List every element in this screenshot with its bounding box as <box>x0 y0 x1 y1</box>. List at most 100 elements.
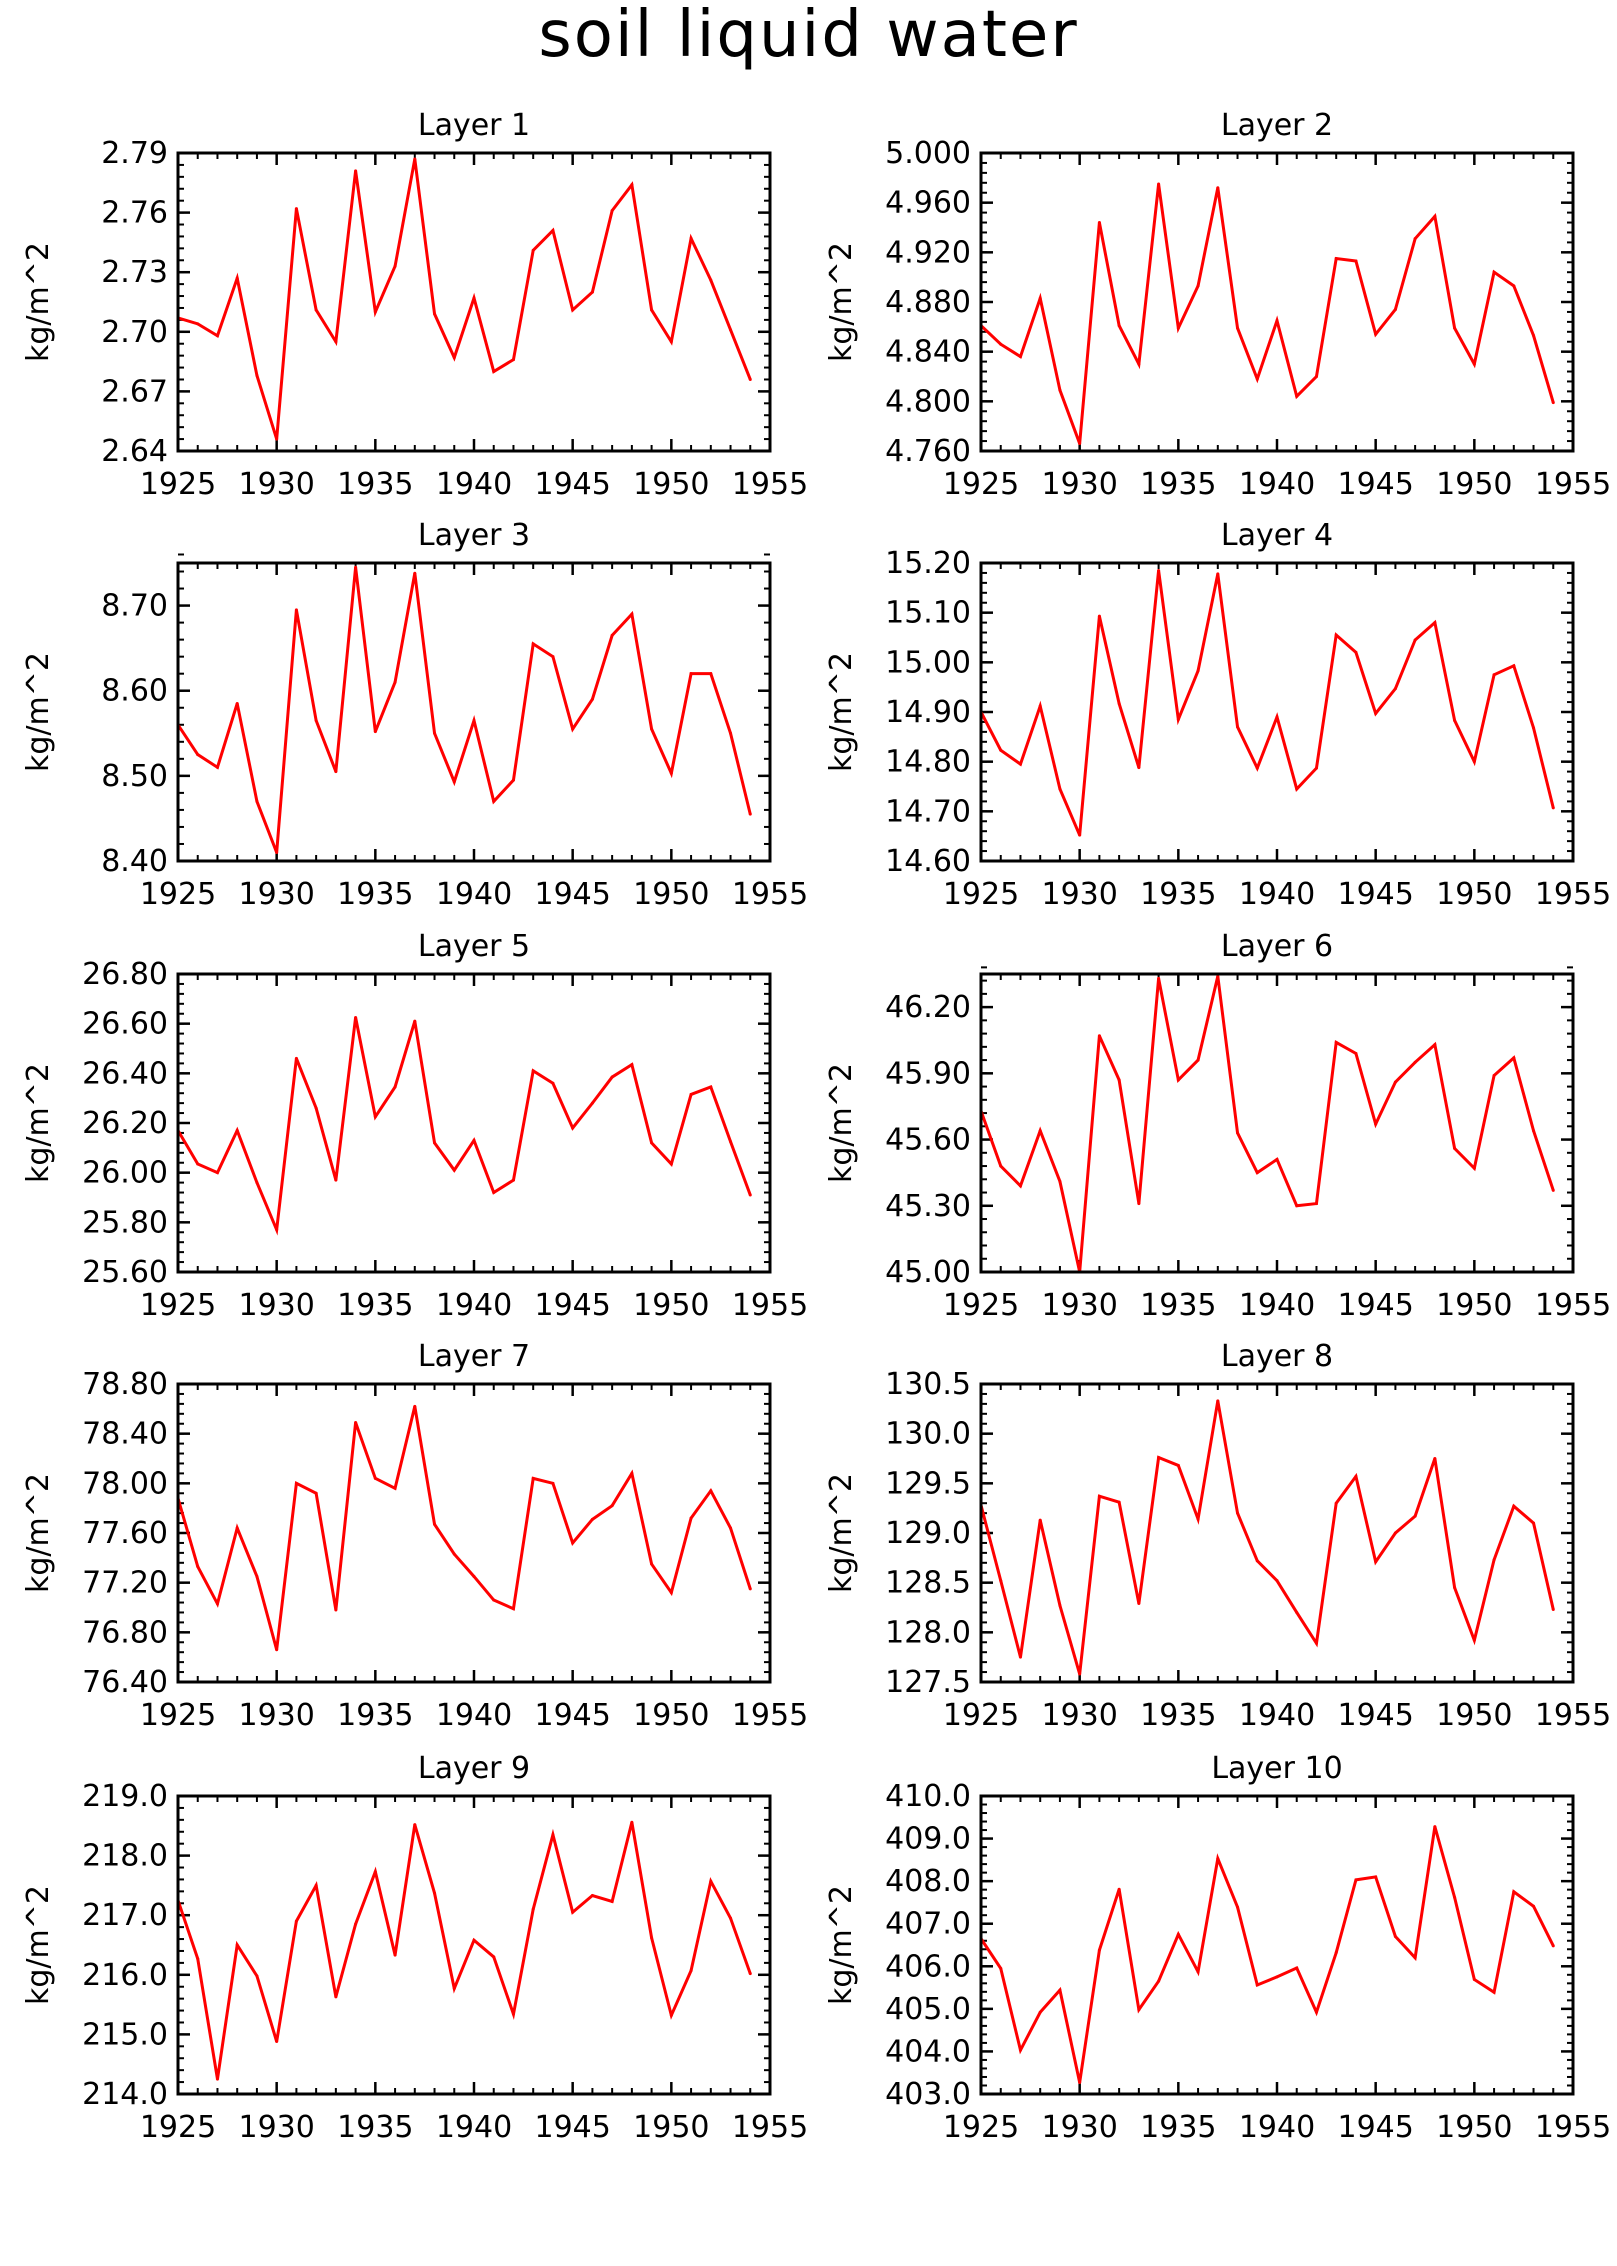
series-line <box>176 567 752 854</box>
data-point <box>1038 2010 1042 2014</box>
x-tick-label: 1925 <box>943 877 1019 912</box>
data-point <box>1512 1890 1516 1894</box>
x-tick-label: 1940 <box>1239 1288 1315 1323</box>
data-point <box>354 565 358 569</box>
data-point <box>1117 1887 1121 1891</box>
plot-frame <box>979 972 1575 1274</box>
x-tick-label: 1955 <box>1535 877 1611 912</box>
data-point <box>1453 1895 1457 1899</box>
y-tick-label: 14.90 <box>885 695 971 730</box>
data-point <box>373 1476 377 1480</box>
data-point <box>1492 1558 1496 1562</box>
data-point <box>1255 1171 1259 1175</box>
x-tick-label: 1925 <box>943 1698 1019 1733</box>
data-point <box>1117 324 1121 328</box>
data-point <box>1236 1131 1240 1135</box>
plot-frame <box>176 1794 772 2096</box>
data-point <box>314 308 318 312</box>
data-point <box>1097 614 1101 618</box>
series-line <box>979 183 1555 445</box>
data-point <box>1137 1202 1141 1206</box>
data-point <box>235 1128 239 1132</box>
data-point <box>1551 1607 1555 1611</box>
data-point <box>1295 1966 1299 1970</box>
x-tick-label: 1955 <box>1535 1288 1611 1323</box>
y-tick-label: 2.64 <box>101 434 168 469</box>
y-tick-label: 130.5 <box>885 1367 971 1402</box>
x-tick-label: 1935 <box>1140 1288 1216 1323</box>
data-point <box>1097 221 1101 225</box>
x-tick-label: 1950 <box>633 877 709 912</box>
data-point <box>1038 1518 1042 1522</box>
data-point <box>215 765 219 769</box>
series-line <box>979 570 1555 836</box>
chart-title: Layer 8 <box>1221 1339 1333 1374</box>
y-tick-label: 129.5 <box>885 1466 971 1501</box>
data-point <box>235 1943 239 1947</box>
y-axis-label: kg/m^2 <box>21 1473 56 1593</box>
y-tick-label: 4.880 <box>885 285 971 320</box>
y-tick-label: 14.80 <box>885 745 971 780</box>
chart-title: Layer 5 <box>418 929 530 964</box>
x-tick-label: 1925 <box>140 1698 216 1733</box>
data-point <box>393 1486 397 1490</box>
series-line <box>176 1405 752 1651</box>
data-point <box>1176 717 1180 721</box>
x-tick-label: 1925 <box>943 1288 1019 1323</box>
data-point <box>1374 332 1378 336</box>
data-point <box>1433 214 1437 218</box>
data-point <box>1176 1932 1180 1936</box>
data-point <box>1433 1457 1437 1460</box>
x-tick-label: 1930 <box>1041 2110 1117 2145</box>
data-point <box>472 1938 476 1942</box>
data-point <box>748 377 752 381</box>
y-tick-label: 26.40 <box>82 1056 168 1091</box>
data-point <box>492 799 496 803</box>
data-point <box>492 370 496 374</box>
y-tick-label: 218.0 <box>82 1839 168 1874</box>
x-tick-label: 1940 <box>436 1698 512 1733</box>
x-tick-label: 1930 <box>238 877 314 912</box>
data-point <box>729 731 733 735</box>
data-point <box>1374 711 1378 715</box>
y-axis-label: kg/m^2 <box>21 1063 56 1183</box>
data-point <box>1295 1204 1299 1208</box>
y-tick-label: 128.5 <box>885 1566 971 1601</box>
x-tick-label: 1935 <box>1140 2110 1216 2145</box>
data-point <box>196 322 200 326</box>
chart-panel-9: Layer 9 kg/m^2 1925 1930 1935 1940 1945 1950 195… <box>21 1751 808 2145</box>
data-point <box>511 1178 515 1182</box>
data-point <box>1453 1586 1457 1590</box>
data-point <box>1354 1878 1358 1882</box>
data-point <box>1314 2010 1318 2014</box>
data-point <box>531 642 535 646</box>
data-point <box>1551 1188 1555 1192</box>
x-tick-label: 1925 <box>943 467 1019 502</box>
data-point <box>255 1574 259 1578</box>
y-axis-label: kg/m^2 <box>21 1885 56 2005</box>
x-tick-label: 1950 <box>633 2110 709 2145</box>
data-point <box>709 278 713 282</box>
chart-panel-10: Layer 10 kg/m^2 1925 1930 1935 1940 1945 1950 19… <box>824 1751 1611 2145</box>
x-tick-label: 1955 <box>1535 1698 1611 1733</box>
data-point <box>452 1168 456 1172</box>
data-point <box>1472 362 1476 366</box>
x-tick-label: 1955 <box>732 467 808 502</box>
data-point <box>590 1517 594 1521</box>
data-point <box>1058 1179 1062 1183</box>
chart-title: Layer 3 <box>418 518 530 553</box>
y-axis-label: kg/m^2 <box>21 652 56 772</box>
data-point <box>433 1141 437 1145</box>
y-tick-label: 409.0 <box>885 1822 971 1857</box>
data-point <box>729 1916 733 1920</box>
data-point <box>1176 1463 1180 1467</box>
y-tick-label: 4.920 <box>885 235 971 270</box>
data-point <box>1532 1129 1536 1133</box>
data-point <box>413 571 417 575</box>
data-point <box>748 812 752 816</box>
data-point <box>1097 1034 1101 1038</box>
data-point <box>610 1899 614 1903</box>
series-line <box>979 1826 1555 2083</box>
data-point <box>294 1481 298 1485</box>
y-tick-label: 8.70 <box>101 589 168 624</box>
